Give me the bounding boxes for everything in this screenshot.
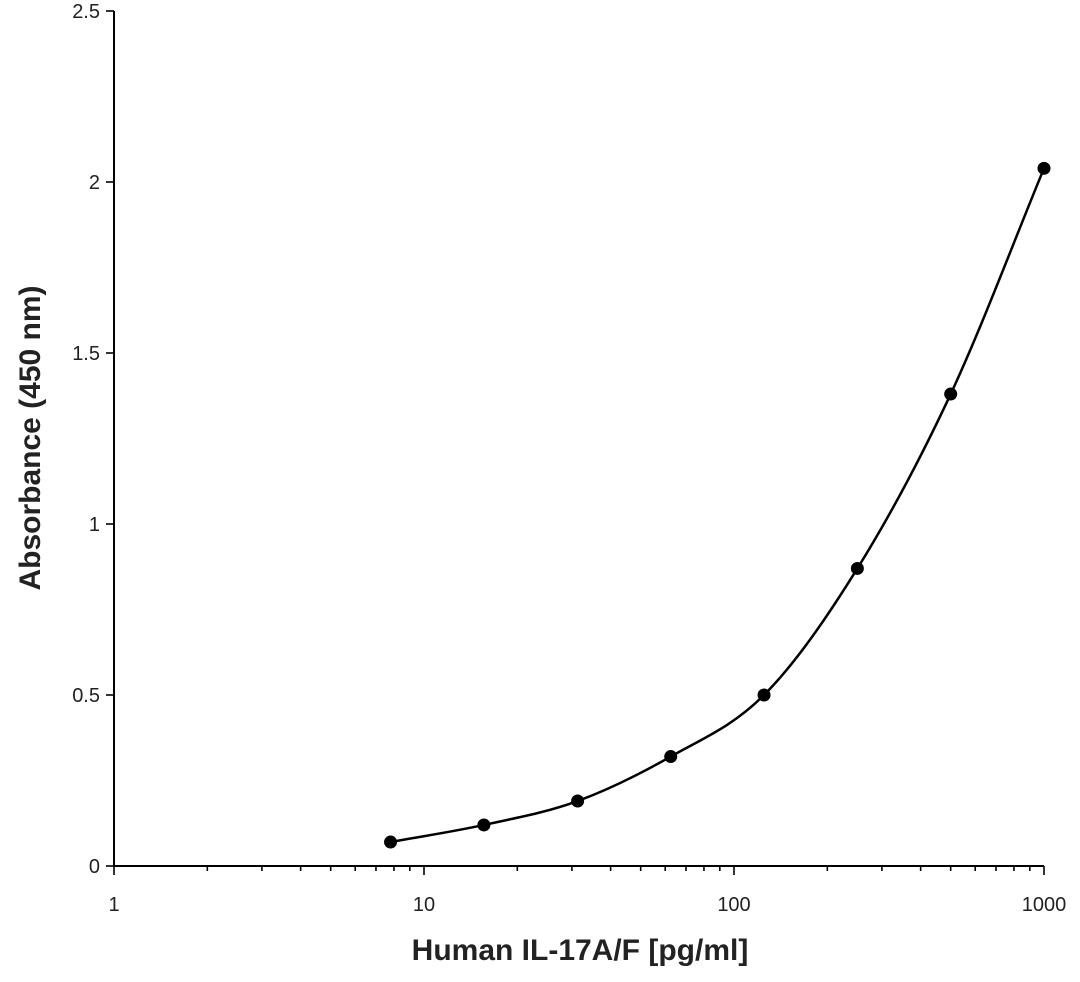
ticks: 0 0.5 1 1.5 2 2.5 1 10 100 1000 bbox=[72, 1, 1066, 916]
fit-curve bbox=[390, 167, 1046, 844]
data-point bbox=[571, 794, 585, 808]
y-tick-label: 0.5 bbox=[72, 685, 100, 707]
y-axis-title: Absorbance (450 nm) bbox=[14, 285, 47, 590]
data-point bbox=[850, 561, 864, 575]
y-tick-label: 1 bbox=[89, 514, 100, 536]
data-point bbox=[1037, 161, 1051, 175]
x-tick-label: 100 bbox=[717, 894, 750, 916]
x-axis-title: Human IL-17A/F [pg/ml] bbox=[412, 934, 749, 967]
data-point bbox=[757, 688, 771, 702]
data-point bbox=[384, 835, 398, 849]
x-tick-label: 1000 bbox=[1022, 894, 1067, 916]
data-point bbox=[944, 387, 958, 401]
data-point bbox=[477, 818, 491, 832]
data-point bbox=[664, 750, 678, 764]
data-points bbox=[384, 161, 1051, 849]
y-tick-label: 1.5 bbox=[72, 343, 100, 365]
y-tick-label: 0 bbox=[89, 856, 100, 878]
x-tick-label: 10 bbox=[413, 894, 435, 916]
x-tick-label: 1 bbox=[108, 894, 119, 916]
y-tick-label: 2 bbox=[89, 172, 100, 194]
y-tick-label: 2.5 bbox=[72, 1, 100, 23]
fit-curve-layer bbox=[390, 167, 1046, 844]
axes bbox=[113, 11, 1044, 867]
